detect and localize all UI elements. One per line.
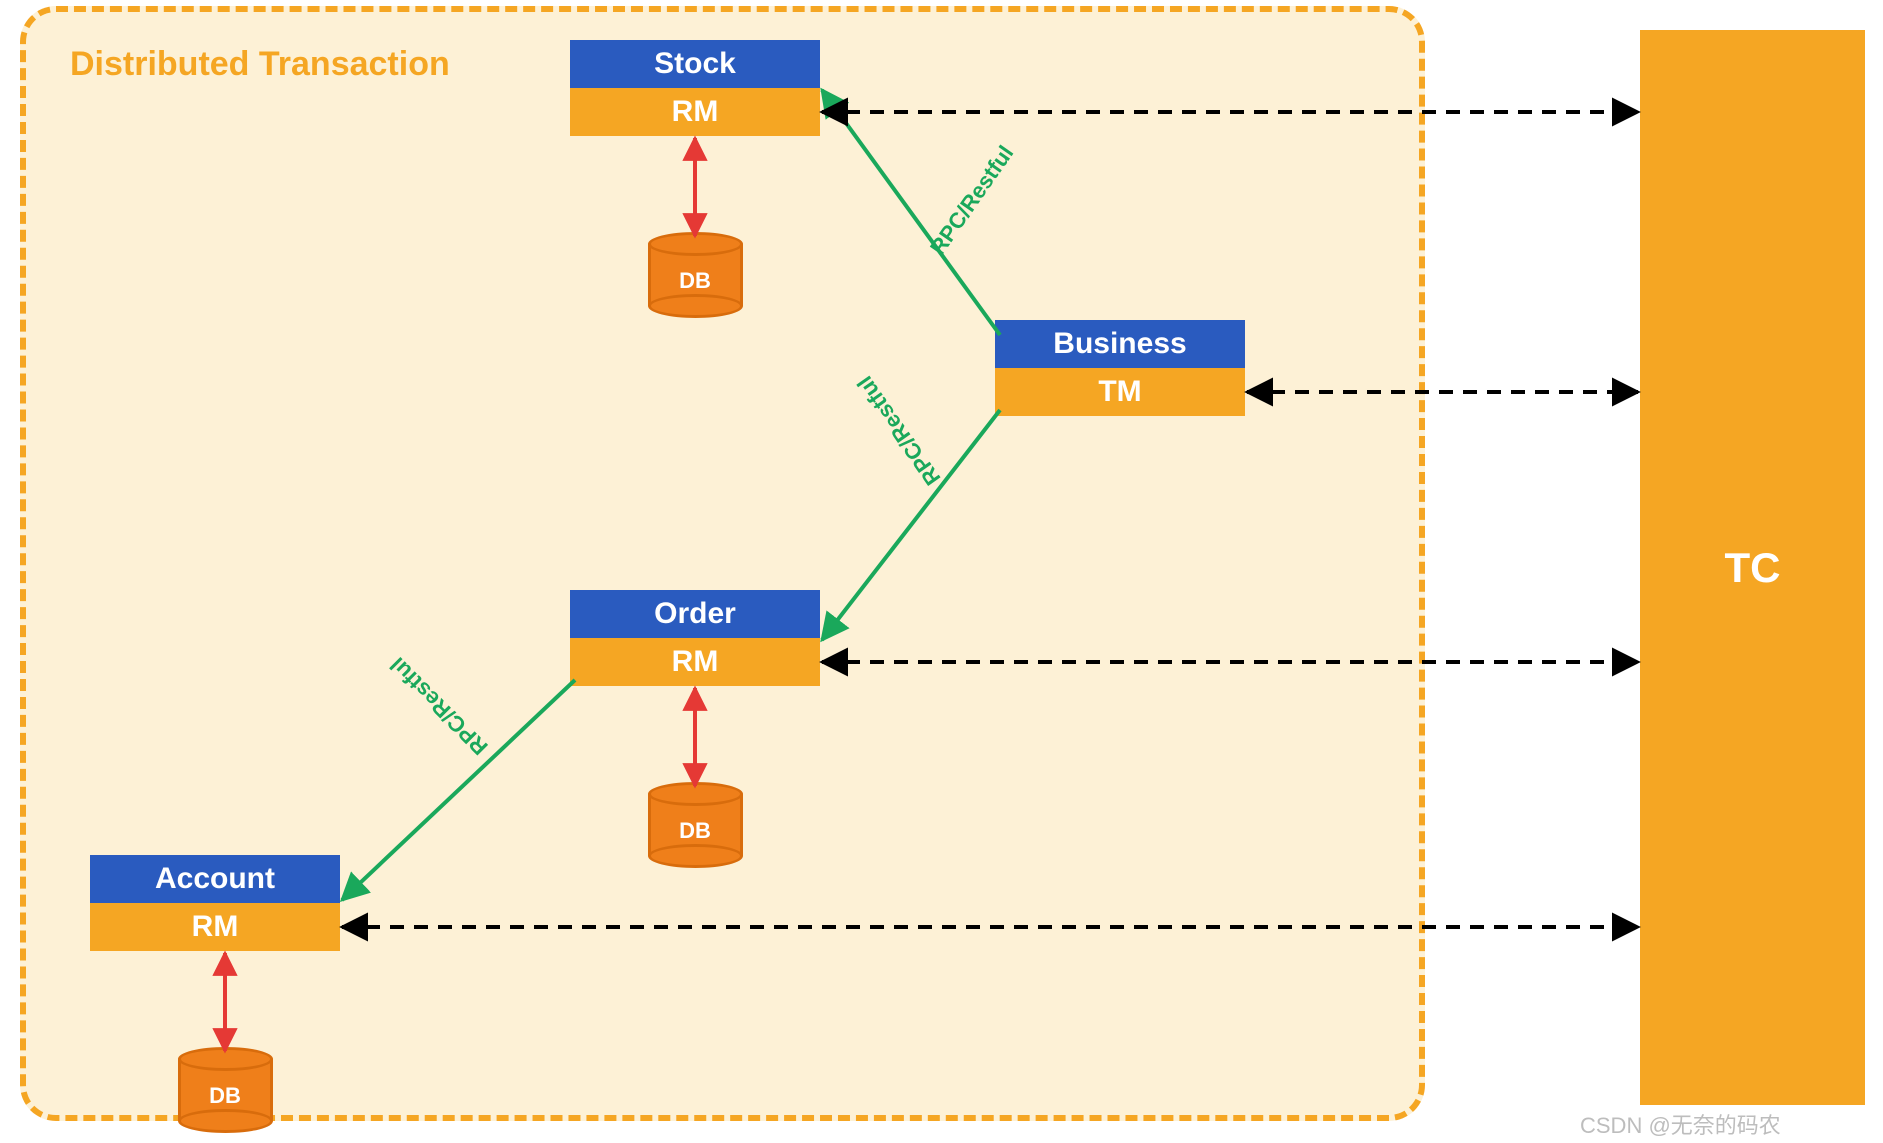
account-db-label: DB [178, 1083, 273, 1109]
business-node: Business TM [995, 320, 1245, 416]
distributed-transaction-title: Distributed Transaction [70, 45, 450, 84]
distributed-transaction-region [20, 6, 1425, 1121]
account-rm-label: RM [90, 903, 340, 951]
order-rm-label: RM [570, 638, 820, 686]
stock-db-icon: DB [648, 232, 743, 318]
account-db-icon: DB [178, 1047, 273, 1133]
business-title: Business [995, 320, 1245, 368]
order-db-label: DB [648, 818, 743, 844]
order-db-icon: DB [648, 782, 743, 868]
business-tm-label: TM [995, 368, 1245, 416]
stock-title: Stock [570, 40, 820, 88]
account-node: Account RM [90, 855, 340, 951]
stock-db-label: DB [648, 268, 743, 294]
diagram-canvas: Distributed Transaction TC Stock RM Busi… [0, 0, 1883, 1143]
account-title: Account [90, 855, 340, 903]
order-title: Order [570, 590, 820, 638]
order-node: Order RM [570, 590, 820, 686]
tc-node: TC [1640, 30, 1865, 1105]
watermark-text: CSDN @无奈的码农 [1580, 1108, 1781, 1140]
tc-label: TC [1725, 544, 1781, 592]
stock-node: Stock RM [570, 40, 820, 136]
stock-rm-label: RM [570, 88, 820, 136]
